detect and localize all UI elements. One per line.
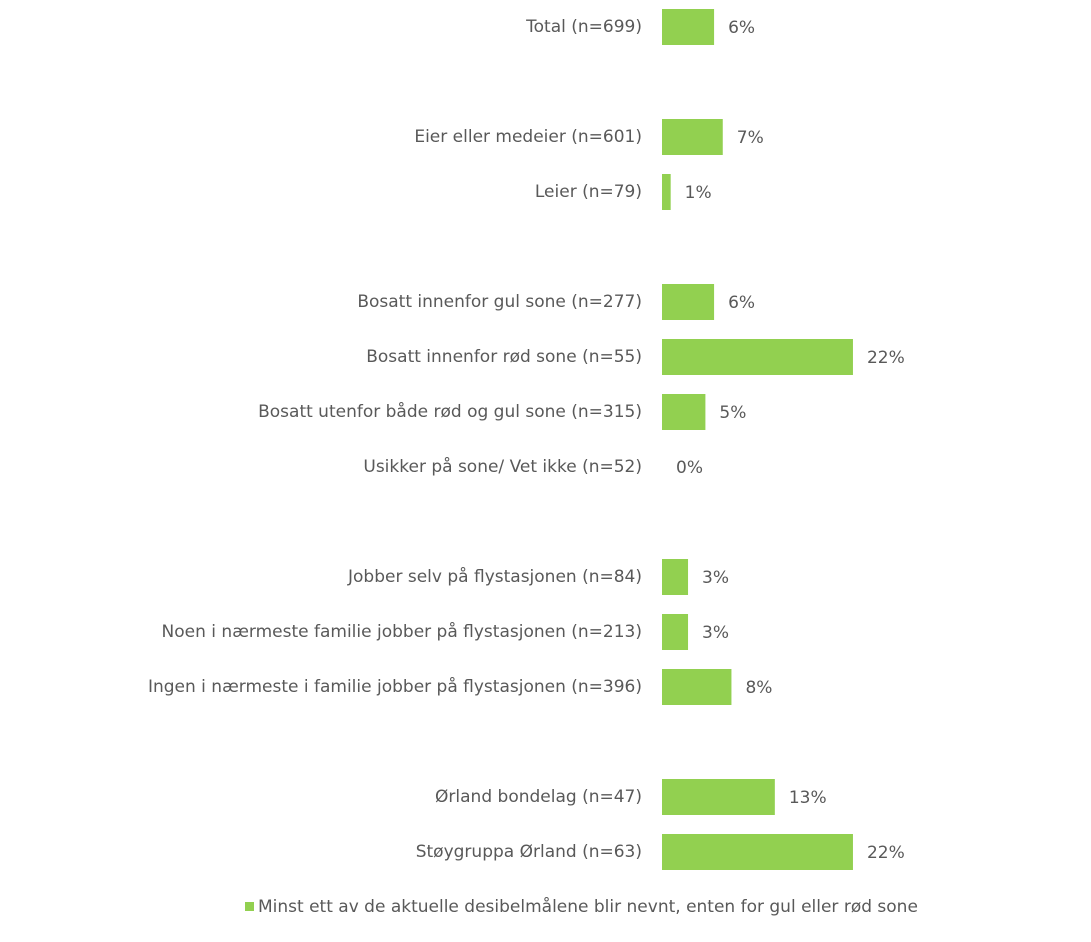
legend-label: Minst ett av de aktuelle desibelmålene b…: [258, 896, 918, 917]
category-label: Støygruppa Ørland (n=63): [416, 842, 642, 862]
category-label: Bosatt utenfor både rød og gul sone (n=3…: [258, 401, 642, 422]
data-label: 8%: [745, 678, 772, 698]
data-label: 5%: [719, 403, 746, 423]
bar: [662, 339, 853, 375]
data-label: 6%: [728, 18, 755, 38]
bar: [662, 174, 671, 210]
category-label: Jobber selv på flystasjonen (n=84): [347, 566, 642, 587]
category-label: Eier eller medeier (n=601): [414, 127, 642, 147]
data-label: 1%: [685, 183, 712, 203]
bar: [662, 779, 775, 815]
legend-swatch: [245, 902, 254, 911]
data-label: 3%: [702, 568, 729, 588]
data-label: 13%: [789, 788, 827, 808]
data-label: 6%: [728, 293, 755, 313]
category-label: Ingen i nærmeste i familie jobber på fly…: [148, 676, 642, 697]
data-label: 22%: [867, 843, 905, 863]
category-label: Leier (n=79): [535, 182, 642, 202]
bar: [662, 614, 689, 650]
data-label: 3%: [702, 623, 729, 643]
category-label: Ørland bondelag (n=47): [435, 787, 642, 807]
category-label: Total (n=699): [525, 17, 642, 37]
bar: [662, 559, 689, 595]
category-label: Bosatt innenfor gul sone (n=277): [357, 292, 642, 312]
data-label: 7%: [737, 128, 764, 148]
bar: [662, 394, 706, 430]
bar: [662, 284, 715, 320]
category-label: Noen i nærmeste familie jobber på flysta…: [162, 621, 642, 642]
category-label: Bosatt innenfor rød sone (n=55): [366, 347, 642, 367]
bar: [662, 9, 715, 45]
category-label: Usikker på sone/ Vet ikke (n=52): [363, 456, 642, 477]
bar: [662, 669, 732, 705]
data-label: 0%: [676, 458, 703, 478]
bar: [662, 119, 723, 155]
data-label: 22%: [867, 348, 905, 368]
bar: [662, 834, 853, 870]
